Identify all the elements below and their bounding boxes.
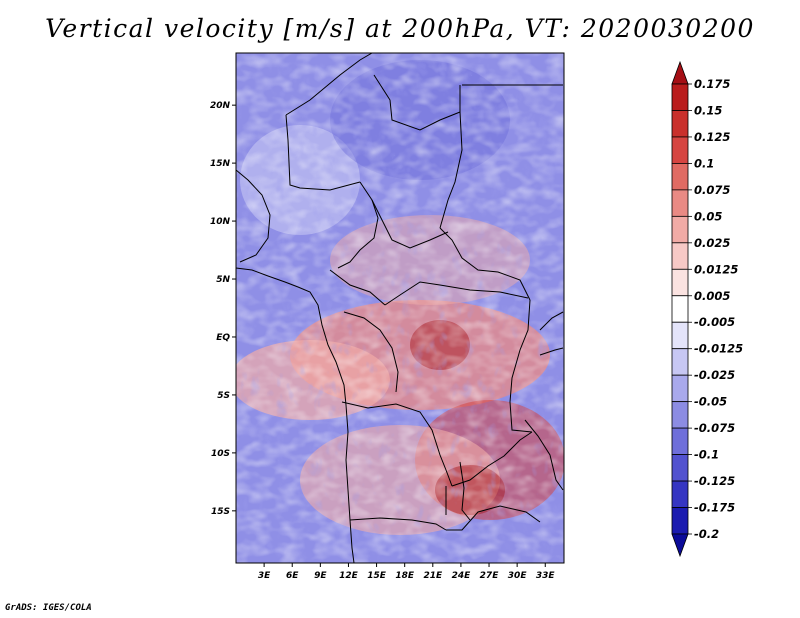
colorbar-label: 0.005 — [694, 289, 730, 303]
lon-label: 24E — [452, 571, 472, 581]
colorbar-segment — [671, 268, 689, 297]
colorbar-arrow-top — [671, 60, 689, 85]
colorbar-segment — [671, 136, 689, 164]
colorbar-segment — [671, 163, 689, 191]
colorbar-label: 0.075 — [694, 183, 730, 197]
colorbar-segment — [671, 83, 689, 111]
colorbar-label: -0.1 — [694, 448, 719, 462]
lon-label: 3E — [258, 571, 271, 581]
colorbar-label: 0.15 — [694, 103, 722, 117]
colorbar-segment — [671, 321, 689, 350]
lat-label: 10N — [210, 217, 231, 227]
colorbar-label: -0.175 — [694, 501, 735, 515]
colorbar-segment — [671, 427, 689, 455]
lon-label: 27E — [480, 571, 500, 581]
colorbar-label: -0.2 — [694, 527, 719, 541]
colorbar-arrow-bottom — [671, 533, 689, 558]
colorbar-label: -0.075 — [694, 421, 735, 435]
lon-label: 30E — [508, 571, 528, 581]
grads-credit: GrADS: IGES/COLA — [5, 603, 92, 613]
lat-label: 15N — [210, 159, 231, 169]
country-borders — [236, 53, 564, 563]
colorbar-label: 0.1 — [694, 156, 714, 170]
colorbar-segment — [671, 242, 689, 270]
lon-label: 6E — [286, 571, 299, 581]
colorbar-label: 0.175 — [694, 77, 730, 91]
colorbar-label: -0.025 — [694, 368, 735, 382]
colorbar-segment — [671, 348, 689, 376]
colorbar-label: 0.025 — [694, 236, 730, 250]
velocity-field — [236, 53, 564, 563]
lat-label: EQ — [216, 333, 230, 343]
lat-label: 10S — [211, 449, 230, 459]
colorbar-label: 0.0125 — [694, 262, 738, 276]
lat-label: 5S — [217, 391, 230, 401]
colorbar-label: -0.0125 — [694, 342, 743, 356]
lon-label: 15E — [367, 571, 387, 581]
colorbar-segment — [671, 480, 689, 508]
colorbar-segment — [671, 295, 689, 323]
lon-label: 18E — [395, 571, 415, 581]
colorbar-label: -0.005 — [694, 315, 735, 329]
colorbar-label: 0.125 — [694, 130, 730, 144]
lat-label: 5N — [216, 275, 230, 285]
colorbar-segment — [671, 110, 689, 138]
colorbar-segment — [671, 507, 689, 535]
colorbar-segment — [671, 454, 689, 482]
map-axes: 20N 15N 10N 5N EQ 5S 10S 15S 3E 6E 9E 12E 15E 18E 21E 2… — [210, 101, 556, 581]
colorbar-segment — [671, 401, 689, 429]
lon-label: 9E — [314, 571, 327, 581]
map-frame — [235, 52, 565, 564]
colorbar-segment — [671, 374, 689, 403]
lon-label: 21E — [423, 571, 443, 581]
colorbar-label: -0.05 — [694, 395, 727, 409]
colorbar-label: -0.125 — [694, 474, 735, 488]
colorbar-segment — [671, 215, 689, 244]
lat-label: 20N — [210, 101, 231, 111]
lon-label: 12E — [339, 571, 359, 581]
colorbar-segment — [671, 189, 689, 217]
lon-label: 33E — [536, 571, 556, 581]
chart-title: Vertical velocity [m/s] at 200hPa, VT: 2… — [45, 14, 755, 43]
colorbar: 0.175 0.15 0.125 0.1 0.075 0.05 0.025 0.0125 0.0… — [671, 60, 743, 558]
colorbar-label: 0.05 — [694, 209, 722, 223]
lat-label: 15S — [211, 507, 230, 517]
